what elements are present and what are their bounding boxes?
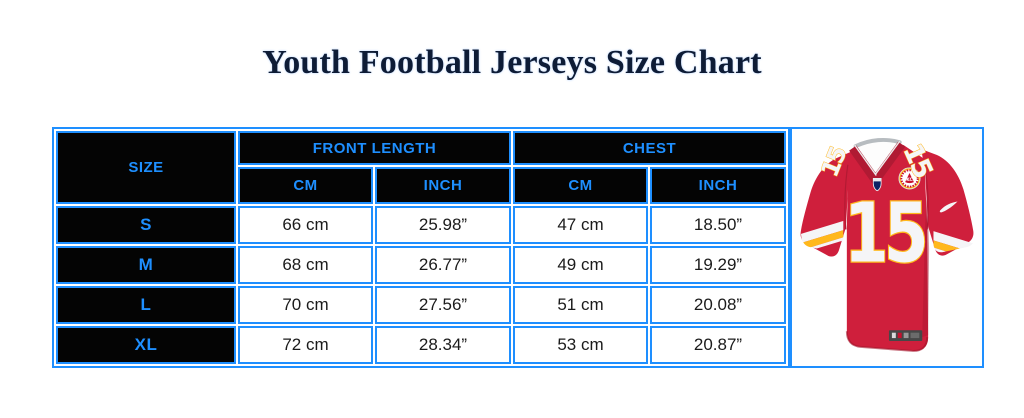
front-length-cm-value: 68 cm	[238, 246, 373, 284]
chest-inch-value: 20.87”	[650, 326, 786, 364]
size-label: M	[56, 246, 236, 284]
header-size: SIZE	[56, 131, 236, 204]
header-front-length: FRONT LENGTH	[238, 131, 511, 165]
page-title: Youth Football Jerseys Size Chart	[262, 44, 762, 81]
content-row: SIZE FRONT LENGTH CHEST CM INCH CM INCH …	[52, 127, 984, 368]
table-row-m: M 68 cm 26.77” 49 cm 19.29”	[56, 246, 786, 284]
front-length-inch-value: 25.98”	[375, 206, 511, 244]
size-chart-table: SIZE FRONT LENGTH CHEST CM INCH CM INCH …	[52, 127, 790, 368]
header-front-length-inch: INCH	[375, 167, 511, 204]
chest-cm-value: 51 cm	[513, 286, 648, 324]
header-chest: CHEST	[513, 131, 786, 165]
chest-inch-value: 20.08”	[650, 286, 786, 324]
table-row-l: L 70 cm 27.56” 51 cm 20.08”	[56, 286, 786, 324]
team-patch-logo: KC	[898, 167, 921, 190]
patch-kc-text: KC	[906, 177, 913, 183]
jersey-product-image: KC 15 15 15	[790, 127, 984, 368]
nfl-shield-logo	[872, 178, 882, 192]
jersey-right-sleeve	[921, 149, 974, 256]
header-chest-inch: INCH	[650, 167, 786, 204]
size-label: L	[56, 286, 236, 324]
front-length-cm-value: 70 cm	[238, 286, 373, 324]
jock-tag	[888, 330, 923, 342]
header-chest-cm: CM	[513, 167, 648, 204]
front-length-cm-value: 72 cm	[238, 326, 373, 364]
size-label: S	[56, 206, 236, 244]
chest-number: 15	[844, 187, 925, 282]
size-label: XL	[56, 326, 236, 364]
chest-inch-value: 18.50”	[650, 206, 786, 244]
front-length-inch-value: 26.77”	[375, 246, 511, 284]
table-row-s: S 66 cm 25.98” 47 cm 18.50”	[56, 206, 786, 244]
chest-cm-value: 53 cm	[513, 326, 648, 364]
jersey-neck-opening	[854, 140, 901, 177]
front-length-inch-value: 28.34”	[375, 326, 511, 364]
front-length-cm-value: 66 cm	[238, 206, 373, 244]
chest-cm-value: 49 cm	[513, 246, 648, 284]
table-row-xl: XL 72 cm 28.34” 53 cm 20.87”	[56, 326, 786, 364]
chest-cm-value: 47 cm	[513, 206, 648, 244]
jersey-illustration: KC 15 15 15	[792, 137, 982, 352]
swoosh-icon	[939, 201, 958, 213]
front-length-inch-value: 27.56”	[375, 286, 511, 324]
jersey-torso	[846, 142, 929, 351]
header-front-length-cm: CM	[238, 167, 373, 204]
chest-inch-value: 19.29”	[650, 246, 786, 284]
jersey-back-collar	[853, 137, 902, 149]
